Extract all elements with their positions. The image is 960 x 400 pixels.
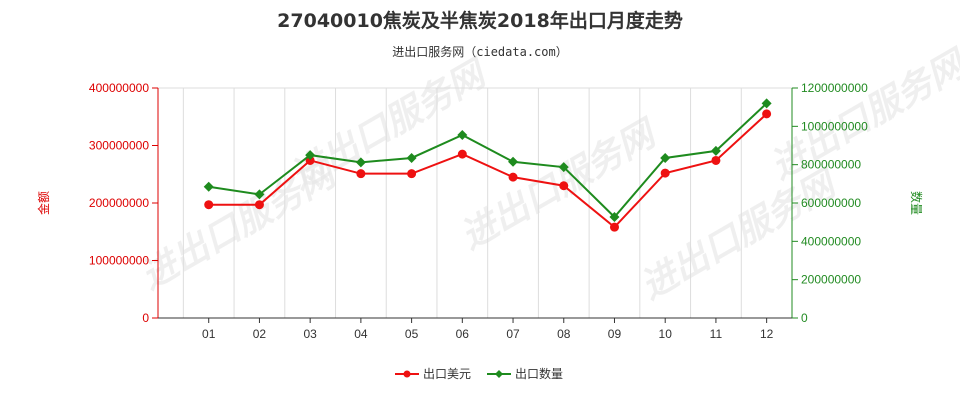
x-tick-label: 07 [506,327,520,341]
x-tick-label: 04 [354,327,368,341]
left-tick-label: 400000000 [89,81,149,95]
data-point[interactable] [204,200,214,210]
watermark-text: 进出口服务网 [764,41,960,188]
data-point[interactable] [407,169,417,179]
data-point[interactable] [762,109,772,119]
left-axis-ticks: 0 100000000 200000000 300000000 400000000 [89,81,158,325]
right-tick-label: 800000000 [801,158,861,172]
data-point[interactable] [559,181,569,191]
data-point[interactable] [761,98,772,109]
data-point[interactable] [203,181,214,192]
left-tick-label: 0 [142,311,149,325]
legend[interactable]: 出口美元 出口数量 [395,366,563,381]
data-point[interactable] [558,162,569,173]
right-tick-label: 1200000000 [801,81,868,95]
legend-label: 出口数量 [515,366,563,381]
data-point[interactable] [254,200,264,210]
left-tick-label: 300000000 [89,139,149,153]
right-axis-title: 数量 [909,191,924,215]
data-point[interactable] [660,152,671,163]
data-point[interactable] [457,149,467,159]
x-tick-label: 03 [303,327,317,341]
legend-marker [403,370,411,378]
right-tick-label: 200000000 [801,273,861,287]
x-tick-label: 09 [608,327,622,341]
legend-item[interactable]: 出口数量 [487,366,563,381]
chart-title: 27040010焦炭及半焦炭2018年出口月度走势 [277,9,683,32]
right-axis-ticks: 0 200000000 400000000 600000000 800000000 100… [792,81,868,325]
watermark-text: 进出口服务网 [284,51,496,198]
data-point[interactable] [508,172,518,182]
data-point[interactable] [305,150,316,161]
x-tick-label: 06 [456,327,470,341]
data-point[interactable] [457,129,468,140]
data-point[interactable] [305,155,315,165]
x-tick-label: 11 [710,327,723,341]
data-point[interactable] [710,145,721,156]
right-tick-label: 600000000 [801,196,861,210]
x-axis-ticks: 01 02 03 04 05 06 07 08 09 10 11 12 [202,318,774,341]
left-axis-title: 金额 [36,191,51,215]
x-tick-label: 05 [405,327,419,341]
data-point[interactable] [406,152,417,163]
data-point[interactable] [254,189,265,200]
data-point[interactable] [356,169,366,179]
legend-marker [495,370,503,378]
right-tick-label: 1000000000 [801,119,868,133]
x-tick-label: 10 [659,327,673,341]
x-tick-label: 01 [202,327,216,341]
legend-label: 出口美元 [423,367,471,381]
legend-item[interactable]: 出口美元 [395,367,471,381]
data-point[interactable] [711,155,721,165]
left-tick-label: 200000000 [89,196,149,210]
series-line [208,113,768,229]
x-tick-label: 02 [253,327,267,341]
left-tick-label: 100000000 [89,254,149,268]
x-tick-label: 12 [760,327,774,341]
x-tick-label: 08 [557,327,571,341]
chart-subtitle: 进出口服务网（ciedata.com） [392,44,567,59]
data-point[interactable] [508,156,519,167]
data-point[interactable] [355,157,366,168]
right-tick-label: 400000000 [801,234,861,248]
data-point[interactable] [660,168,670,178]
series-line [208,102,768,219]
right-tick-label: 0 [801,311,808,325]
data-point[interactable] [609,222,619,232]
series-layer [203,98,772,232]
data-point[interactable] [609,211,620,222]
